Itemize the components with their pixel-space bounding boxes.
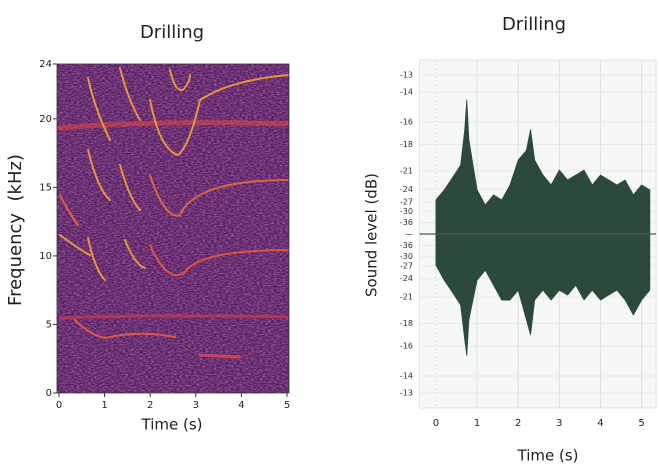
y-tick-label: 24 — [39, 59, 52, 70]
x-axis-label: Time (s) — [141, 416, 203, 434]
y-tick-label: 5 — [46, 319, 52, 330]
y-tick-label: -18 — [400, 319, 413, 328]
x-tick-label: 3 — [556, 418, 562, 429]
y-tick-label: 10 — [39, 251, 52, 262]
x-axis-label: Time (s) — [517, 447, 579, 465]
y-tick-label: -13 — [400, 70, 413, 79]
y-tick-label: -24 — [400, 274, 413, 283]
x-tick-label: 2 — [515, 418, 521, 429]
y-tick-label: -30 — [400, 207, 413, 216]
y-tick-label: 0 — [46, 388, 52, 399]
x-tick-label: 1 — [101, 400, 107, 411]
chart-title: Drilling — [502, 14, 566, 35]
harmonic-tracks — [57, 67, 289, 359]
x-tick-label: 0 — [433, 418, 439, 429]
y-tick-label: -30 — [400, 252, 413, 261]
x-tick-label: 5 — [284, 400, 290, 411]
y-tick-label: -36 — [400, 218, 413, 227]
y-tick-label: -36 — [400, 241, 413, 250]
x-tick-label: 2 — [147, 400, 153, 411]
y-tick-label: 15 — [39, 182, 52, 193]
spectrogram-image — [57, 64, 289, 393]
y-axis-label: Frequency (kHz) — [5, 154, 26, 306]
y-tick-label: -24 — [400, 185, 413, 194]
x-tick-label: 0 — [56, 400, 62, 411]
y-tick-label: — — [405, 230, 413, 239]
y-tick-label: -27 — [400, 198, 413, 207]
x-tick-label: 3 — [193, 400, 199, 411]
x-tick-label: 5 — [638, 418, 644, 429]
y-tick-label: -14 — [400, 372, 413, 381]
x-tick-label: 4 — [238, 400, 244, 411]
chart-title: Drilling — [140, 22, 204, 43]
waveform-lower — [435, 233, 651, 356]
y-tick-label: -27 — [400, 261, 413, 270]
plot-frame — [56, 63, 290, 394]
y-tick-label: -13 — [400, 389, 413, 398]
y-tick-label: -21 — [400, 166, 413, 175]
waveform-upper — [435, 99, 651, 235]
y-tick-label: -18 — [400, 140, 413, 149]
y-axis-label: Sound level (dB) — [363, 173, 381, 297]
y-tick-label: -21 — [400, 293, 413, 302]
spectrogram-noise — [57, 64, 289, 393]
y-tick-label: -16 — [400, 117, 413, 126]
x-tick-label: 1 — [474, 418, 480, 429]
y-tick-label: 20 — [39, 114, 52, 125]
y-tick-label: -16 — [400, 342, 413, 351]
y-tick-label: -14 — [400, 87, 413, 96]
x-tick-label: 4 — [597, 418, 603, 429]
